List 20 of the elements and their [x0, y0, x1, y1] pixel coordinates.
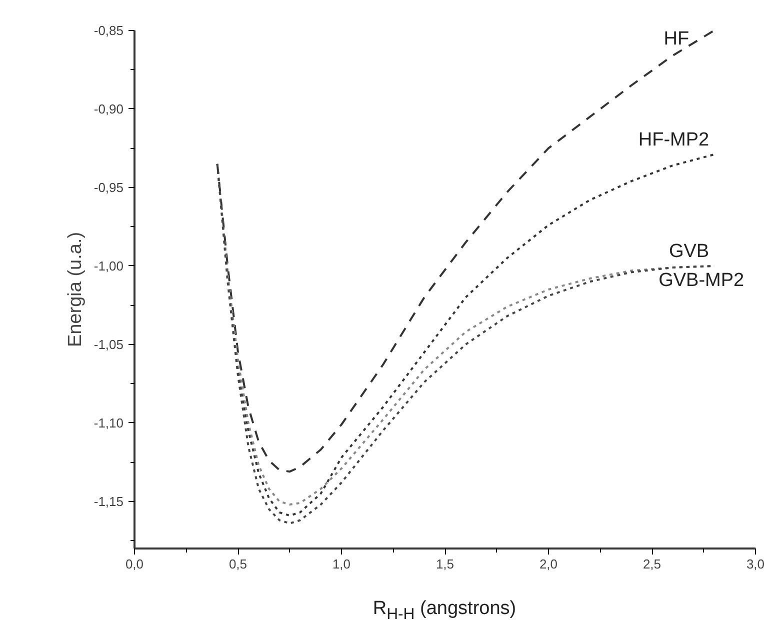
- x-tick-label: 0,5: [228, 556, 248, 572]
- x-tick-label: 3,0: [746, 556, 765, 572]
- series-label: GVB: [668, 240, 710, 262]
- x-tick-label: 2,0: [539, 556, 558, 572]
- y-tick-label: -0,85: [94, 23, 124, 38]
- y-axis-title: Energia (u.a.): [64, 232, 86, 348]
- y-tick-label: -0,95: [94, 180, 124, 195]
- x-tick-label: 2,5: [642, 556, 662, 572]
- x-tick-label: 1,0: [332, 556, 351, 572]
- series-label: HF: [664, 28, 690, 50]
- series-label: HF-MP2: [638, 130, 710, 151]
- y-tick-label: -0,90: [94, 101, 124, 116]
- y-tick-label: -1,00: [94, 258, 124, 274]
- y-tick-label: -1,10: [94, 415, 124, 430]
- x-tick-label: 0,0: [125, 556, 144, 572]
- series-label: GVB-MP2: [658, 270, 744, 291]
- x-axis-title: R$_{H-H}$ (angstrons): [372, 597, 518, 625]
- y-tick-label: -1,15: [94, 494, 124, 509]
- x-tick-label: 1,5: [436, 556, 454, 572]
- y-tick-label: -1,05: [94, 336, 124, 352]
